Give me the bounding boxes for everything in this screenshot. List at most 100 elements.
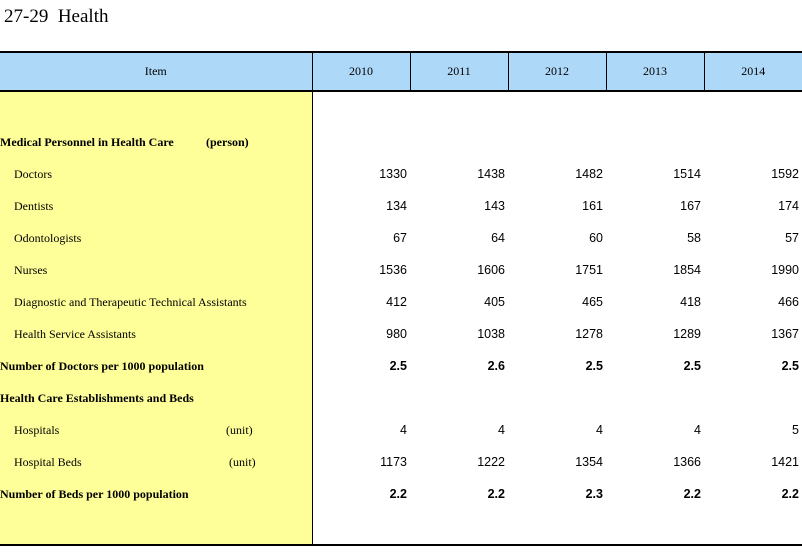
value-cell: 1330	[379, 167, 407, 181]
row-label: Odontologists	[14, 230, 82, 245]
value-cell: 57	[785, 231, 799, 245]
row-label-cell: Doctors	[0, 158, 313, 190]
row-label-cell: Number of Beds per 1000 population	[0, 478, 313, 510]
value-cell: 1482	[575, 167, 603, 181]
row-label-cell: Hospital Beds (unit)	[0, 446, 313, 478]
value-cell	[410, 126, 508, 158]
value-cell: 64	[491, 231, 505, 245]
row-unit: (unit)	[229, 454, 256, 469]
value-cell: 1038	[477, 327, 505, 341]
value-cell: 4	[400, 423, 407, 437]
value-cell: 1990	[771, 263, 799, 277]
value-cell: 4	[596, 423, 603, 437]
row-label-cell: Number of Doctors per 1000 population	[0, 350, 313, 382]
table-row: Hospitals (unit) 4 4 4 4 5	[0, 414, 802, 446]
value-cell: 174	[778, 199, 799, 213]
value-cell: 1438	[477, 167, 505, 181]
row-label-cell: Nurses	[0, 254, 313, 286]
value-cell: 2.5	[683, 359, 701, 373]
value-cell: 1366	[673, 455, 701, 469]
value-cell: 465	[582, 295, 603, 309]
row-label: Diagnostic and Therapeutic Technical Ass…	[14, 294, 247, 309]
row-label: Hospital Beds	[14, 454, 82, 469]
header-year: 2010	[311, 51, 410, 92]
value-cell: 2.2	[683, 487, 701, 501]
row-label-cell: Odontologists	[0, 222, 313, 254]
row-label-cell: Diagnostic and Therapeutic Technical Ass…	[0, 286, 313, 318]
value-cell	[410, 382, 508, 414]
header-row: Item 2010 2011 2012 2013 2014	[0, 51, 802, 92]
row-label: Medical Personnel in Health Care	[0, 134, 174, 149]
table-row: Doctors 1330 1438 1482 1514 1592	[0, 158, 802, 190]
value-cell	[312, 126, 410, 158]
header-year: 2011	[409, 51, 508, 92]
value-cell: 1289	[673, 327, 701, 341]
header-year: 2012	[507, 51, 606, 92]
row-label-cell: Dentists	[0, 190, 313, 222]
value-cell: 1751	[575, 263, 603, 277]
header-year: 2013	[605, 51, 704, 92]
value-cell: 1606	[477, 263, 505, 277]
value-cell: 134	[386, 199, 407, 213]
value-cell: 466	[778, 295, 799, 309]
value-cell	[606, 126, 704, 158]
row-label: Health Service Assistants	[14, 326, 136, 341]
value-cell: 5	[792, 423, 799, 437]
row-label: Health Care Establishments and Beds	[0, 390, 194, 405]
value-cell: 2.2	[389, 487, 407, 501]
table-row: Health Care Establishments and Beds	[0, 382, 802, 414]
table-row: Health Service Assistants 980 1038 1278 1289…	[0, 318, 802, 350]
row-label: Nurses	[14, 262, 48, 277]
value-cell: 2.2	[487, 487, 505, 501]
value-cell: 1514	[673, 167, 701, 181]
value-cell: 405	[484, 295, 505, 309]
value-cell: 2.6	[487, 359, 505, 373]
value-cell: 1354	[575, 455, 603, 469]
value-cell: 1222	[477, 455, 505, 469]
value-cell: 1278	[575, 327, 603, 341]
value-cell: 1592	[771, 167, 799, 181]
spacer-row	[0, 510, 802, 546]
header-year: 2014	[703, 51, 802, 92]
row-unit: (person)	[206, 134, 249, 149]
value-cell: 2.5	[781, 359, 799, 373]
row-label: Number of Doctors per 1000 population	[0, 358, 204, 373]
value-cell	[606, 382, 704, 414]
value-cell	[508, 382, 606, 414]
value-cell	[312, 382, 410, 414]
value-cell: 980	[386, 327, 407, 341]
row-label-cell: Hospitals (unit)	[0, 414, 313, 446]
value-cell: 4	[694, 423, 701, 437]
table-row: Odontologists 67 64 60 58 57	[0, 222, 802, 254]
row-label: Number of Beds per 1000 population	[0, 486, 189, 501]
table-row: Nurses 1536 1606 1751 1854 1990	[0, 254, 802, 286]
value-cell: 60	[589, 231, 603, 245]
value-cell: 2.2	[781, 487, 799, 501]
value-cell: 2.3	[585, 487, 603, 501]
value-cell: 1536	[379, 263, 407, 277]
row-label-cell: Health Service Assistants	[0, 318, 313, 350]
value-cell: 1854	[673, 263, 701, 277]
row-label-cell: Medical Personnel in Health Care (person)	[0, 126, 313, 158]
value-cell: 418	[680, 295, 701, 309]
value-cell: 167	[680, 199, 701, 213]
value-cell	[704, 126, 802, 158]
row-label: Hospitals	[14, 422, 60, 437]
value-cell: 58	[687, 231, 701, 245]
value-cell: 2.5	[585, 359, 603, 373]
value-cell: 4	[498, 423, 505, 437]
row-label-cell: Health Care Establishments and Beds	[0, 382, 313, 414]
spacer-row	[0, 91, 802, 126]
value-cell: 143	[484, 199, 505, 213]
value-cell: 67	[393, 231, 407, 245]
value-cell: 1421	[771, 455, 799, 469]
header-item: Item	[0, 51, 312, 92]
row-label: Doctors	[14, 166, 52, 181]
value-cell: 2.5	[389, 359, 407, 373]
table-row: Number of Beds per 1000 population 2.2 2.2…	[0, 478, 802, 510]
value-cell	[704, 382, 802, 414]
table-row: Number of Doctors per 1000 population 2.5…	[0, 350, 802, 382]
value-cell: 412	[386, 295, 407, 309]
value-cell: 161	[582, 199, 603, 213]
value-cell	[508, 126, 606, 158]
